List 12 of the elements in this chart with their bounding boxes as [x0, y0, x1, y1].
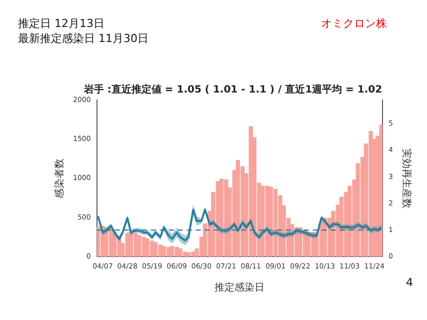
- bar: [186, 252, 191, 257]
- text: 4: [406, 276, 413, 289]
- chart-title: 岩手 :直近推定値 = 1.05 ( 1.01 - 1.1 ) / 直近1週平均 = 1.02: [82, 84, 382, 96]
- text: 推定日 12月13日: [18, 16, 104, 31]
- text: オミクロン株: [321, 16, 387, 31]
- bar: [236, 160, 240, 257]
- y2-axis-title: 実効再生産数: [400, 148, 412, 208]
- x-axis-title: 推定感染日: [214, 282, 265, 294]
- bar: [162, 246, 166, 257]
- y-axis-title: 感染者数: [54, 158, 66, 198]
- text: 最新推定感染日 11月30日: [18, 31, 148, 46]
- bar: [379, 124, 383, 257]
